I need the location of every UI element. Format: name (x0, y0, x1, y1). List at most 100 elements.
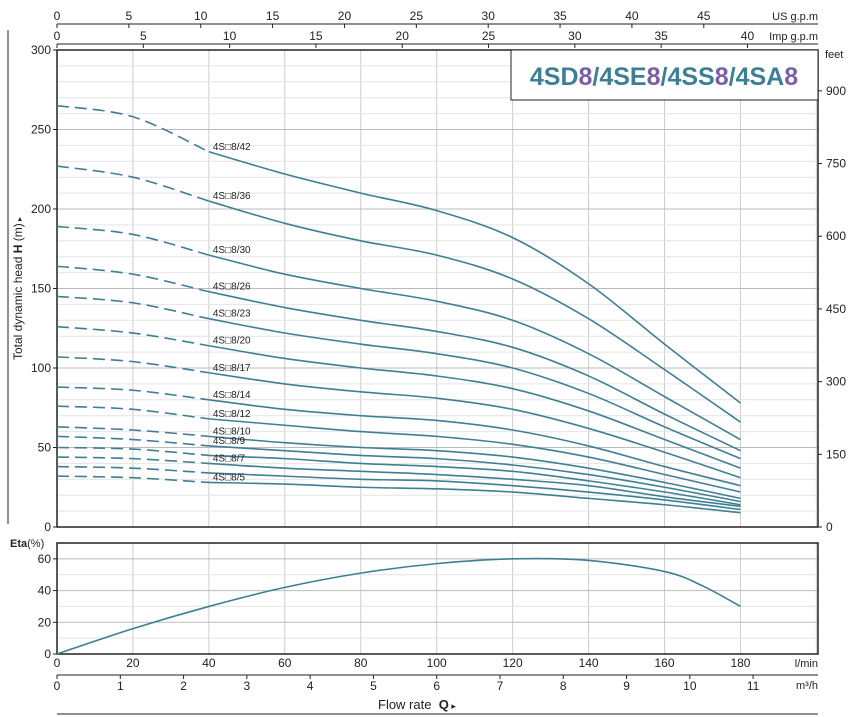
head-left-tick-label: 0 (44, 520, 51, 534)
imp-gpm-tick-label: 10 (223, 29, 237, 43)
lmin-tick-label: 140 (579, 656, 599, 670)
us-gpm-tick-label: 35 (553, 9, 567, 23)
lmin-tick-label: 0 (54, 656, 61, 670)
title-segment: 8 (647, 63, 661, 91)
head-curve-dashed (56, 465, 209, 474)
head-curve-dashed (56, 225, 210, 256)
head-curve-dashed (56, 456, 209, 465)
us-gpm-tick-label: 5 (126, 9, 133, 23)
head-curve-solid (208, 399, 741, 487)
title-segment: 8 (579, 63, 593, 91)
lmin-tick-label: 40 (202, 656, 216, 670)
curve-label: 4S□8/10 (213, 426, 251, 437)
head-left-tick-label: 150 (31, 282, 51, 296)
head-curve-dashed (56, 426, 209, 438)
m3h-tick-label: 2 (180, 679, 187, 693)
title-box-frame (510, 49, 819, 101)
us-gpm-tick-label: 20 (338, 9, 352, 23)
us-gpm-tick-label: 40 (625, 9, 639, 23)
curve-label: 4S□8/42 (213, 142, 251, 153)
lmin-tick-label: 120 (503, 656, 523, 670)
us-gpm-tick-label: 15 (266, 9, 280, 23)
lmin-label: l/min (795, 658, 818, 670)
lmin-tick-label: 20 (126, 656, 140, 670)
head-curve-solid (208, 290, 741, 452)
flow-rate-bold: Q (439, 697, 449, 712)
imp-gpm-ticks: 0 5 10 15 20 25 30 35 40 (54, 29, 755, 48)
lmin-tick-label: 100 (427, 656, 447, 670)
head-curve-dashed (56, 165, 210, 202)
flow-rate-title: Flow rate Q ▸ (378, 697, 456, 712)
head-curve-solid (208, 150, 741, 404)
head-curve-solid (208, 454, 741, 506)
flow-rate-arrow: ▸ (449, 701, 457, 711)
curve-label: 4S□8/36 (213, 191, 251, 202)
head-curve-solid (208, 200, 741, 423)
head-left-tick-label: 50 (38, 441, 52, 455)
head-curve-solid (208, 344, 741, 469)
m3h-tick-label: 11 (747, 679, 760, 693)
head-curve-dashed (56, 325, 210, 347)
imp-gpm-tick-label: 20 (396, 29, 410, 43)
lmin-ticks: 0 20 40 60 80 100 120 140 160 180 (54, 656, 751, 670)
head-right-tick-label: 750 (826, 157, 846, 171)
m3h-tick-label: 4 (307, 679, 314, 693)
head-curve-solid (208, 435, 741, 500)
head-right-ticks: 0 150 300 450 600 750 900 (818, 84, 846, 534)
head-curve-solid (208, 371, 741, 479)
eta-label-suffix: (%) (27, 538, 44, 550)
title-segment: /4SA (729, 63, 785, 91)
imp-gpm-label: Imp g.p.m (769, 31, 818, 43)
head-left-tick-label: 100 (31, 361, 51, 375)
eta-ticks: 0 20 40 60 (38, 552, 57, 661)
head-axis-arrow: ▸ (15, 217, 24, 223)
head-curve-solid (208, 445, 741, 503)
head-curve-dashed (56, 356, 209, 374)
head-curve-dashed (56, 265, 210, 293)
imp-gpm-tick-label: 5 (140, 29, 147, 43)
head-curve-dashed (56, 295, 210, 320)
head-right-tick-label: 300 (826, 375, 846, 389)
us-gpm-tick-label: 30 (482, 9, 496, 23)
lmin-tick-label: 180 (730, 656, 750, 670)
title-segment: /4SS (661, 63, 715, 91)
title-segment: 8 (715, 63, 729, 91)
curve-labels: 4S□8/42 4S□8/36 4S□8/30 4S□8/26 4S□8/23 4S□8/… (213, 142, 251, 484)
head-axis-label: Total dynamic head H (m) ▸ (11, 217, 25, 360)
eta-axis-label: Eta(%) (10, 538, 44, 550)
imp-gpm-tick-label: 0 (54, 29, 61, 43)
flow-rate-prefix: Flow rate (378, 697, 439, 712)
imp-gpm-tick-label: 35 (654, 29, 668, 43)
eta-plot-frame (56, 542, 819, 655)
head-curve-solid (208, 472, 741, 511)
eta-tick-label: 40 (38, 584, 52, 598)
m3h-tick-label: 3 (244, 679, 251, 693)
m3h-tick-label: 5 (370, 679, 377, 693)
curve-label: 4S□8/9 (213, 436, 246, 447)
us-gpm-tick-label: 45 (697, 9, 711, 23)
head-right-tick-label: 900 (826, 84, 846, 98)
lmin-tick-label: 160 (655, 656, 675, 670)
curve-label: 4S□8/14 (213, 390, 251, 401)
m3h-tick-label: 8 (560, 679, 567, 693)
head-axis-label-prefix: Total dynamic head (11, 253, 25, 360)
lmin-tick-label: 60 (278, 656, 292, 670)
imp-gpm-tick-label: 40 (741, 29, 755, 43)
curve-label: 4S□8/7 (213, 453, 246, 464)
head-curve-solid (208, 317, 741, 460)
eta-curve (56, 557, 741, 655)
head-curve-solid (208, 462, 741, 508)
head-curve-dashed (56, 446, 209, 457)
us-gpm-tick-label: 0 (54, 9, 61, 23)
head-curve-dashed (56, 475, 209, 484)
head-curve-dashed (56, 405, 209, 420)
m3h-tick-label: 0 (54, 679, 61, 693)
curve-label: 4S□8/17 (213, 363, 251, 374)
head-axis-label-bold: H (11, 245, 25, 254)
m3h-tick-label: 10 (683, 679, 697, 693)
curve-label: 4S□8/5 (213, 472, 246, 483)
head-curves (56, 104, 741, 514)
curve-label: 4S□8/20 (213, 336, 251, 347)
